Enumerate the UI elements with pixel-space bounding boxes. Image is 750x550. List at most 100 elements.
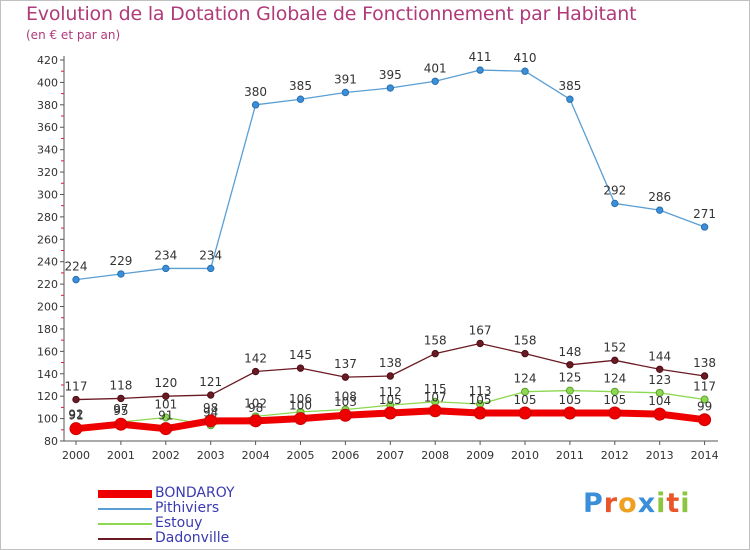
- data-point-bondaroy: [608, 406, 622, 420]
- y-tick-label: 180: [37, 323, 58, 336]
- x-tick-label: 2008: [421, 449, 449, 462]
- logo-letter: i: [680, 488, 691, 519]
- data-point-estouy: [521, 387, 529, 396]
- data-label-estouy: 97: [113, 402, 128, 416]
- data-point-dadonville: [296, 364, 305, 372]
- data-point-pithiviers: [207, 264, 215, 273]
- x-tick-label: 2001: [107, 449, 135, 462]
- data-point-bondaroy: [653, 407, 667, 421]
- legend-swatch-dadonville: [98, 538, 152, 540]
- data-label-bondaroy: 105: [558, 393, 581, 407]
- y-tick-label: 220: [37, 278, 58, 291]
- data-label-pithiviers: 286: [648, 190, 671, 204]
- data-point-bondaroy: [294, 412, 307, 426]
- data-point-bondaroy: [698, 413, 712, 427]
- data-label-estouy: 112: [379, 385, 402, 399]
- data-label-pithiviers: 391: [334, 72, 357, 86]
- data-label-estouy: 94: [203, 405, 218, 419]
- data-label-estouy: 101: [154, 397, 177, 411]
- data-label-dadonville: 117: [65, 380, 88, 394]
- data-label-pithiviers: 385: [558, 79, 581, 93]
- x-tick-label: 2010: [511, 449, 539, 462]
- y-tick-label: 380: [37, 99, 58, 112]
- y-tick-label: 160: [37, 345, 58, 358]
- x-tick-label: 2014: [691, 449, 719, 462]
- data-label-estouy: 123: [648, 373, 671, 387]
- data-point-bondaroy: [428, 404, 442, 418]
- data-point-bondaroy: [563, 406, 577, 420]
- data-label-dadonville: 145: [289, 348, 312, 362]
- data-label-pithiviers: 401: [424, 61, 447, 75]
- data-label-estouy: 106: [289, 392, 312, 406]
- logo-letter: i: [656, 488, 667, 519]
- logo-letter: P: [583, 488, 604, 519]
- data-point-bondaroy: [159, 422, 173, 436]
- data-label-dadonville: 148: [558, 345, 581, 359]
- y-tick-label: 340: [37, 144, 58, 157]
- data-point-dadonville: [162, 392, 170, 400]
- data-label-bondaroy: 105: [469, 393, 492, 407]
- data-point-dadonville: [207, 391, 215, 399]
- y-tick-label: 100: [37, 413, 58, 426]
- y-tick-label: 120: [37, 390, 58, 403]
- data-label-bondaroy: 105: [379, 393, 402, 407]
- y-tick-label: 140: [37, 368, 58, 381]
- data-label-dadonville: 138: [379, 356, 402, 370]
- chart-subtitle: (en € et par an): [26, 28, 121, 42]
- data-point-dadonville: [431, 349, 439, 358]
- data-label-estouy: 102: [244, 396, 267, 410]
- x-tick-label: 2004: [242, 449, 270, 462]
- data-label-pithiviers: 380: [244, 85, 267, 99]
- data-point-bondaroy: [114, 417, 128, 431]
- data-label-pithiviers: 229: [109, 254, 132, 268]
- data-point-estouy: [565, 386, 574, 395]
- data-point-dadonville: [251, 367, 260, 376]
- data-label-estouy: 125: [558, 371, 581, 385]
- data-point-pithiviers: [72, 275, 80, 284]
- data-point-estouy: [610, 387, 619, 396]
- y-tick-label: 300: [37, 188, 58, 201]
- data-label-bondaroy: 99: [697, 400, 712, 414]
- y-tick-label: 360: [37, 121, 58, 134]
- data-label-bondaroy: 105: [603, 393, 626, 407]
- data-label-bondaroy: 98: [248, 401, 263, 415]
- data-point-pithiviers: [656, 206, 664, 214]
- legend-label-estouy: Estouy: [155, 515, 203, 531]
- data-point-bondaroy: [69, 422, 83, 436]
- data-point-bondaroy: [249, 414, 263, 428]
- data-point-estouy: [161, 413, 170, 422]
- x-tick-label: 2011: [556, 449, 584, 462]
- data-point-estouy: [700, 395, 709, 404]
- data-label-estouy: 108: [334, 390, 357, 404]
- data-label-estouy: 115: [424, 382, 447, 396]
- data-point-dadonville: [656, 365, 664, 373]
- x-tick-label: 2003: [197, 449, 225, 462]
- data-point-pithiviers: [296, 95, 305, 103]
- data-point-pithiviers: [431, 77, 439, 85]
- data-point-pithiviers: [117, 270, 125, 278]
- data-label-estouy: 113: [469, 384, 492, 398]
- data-label-pithiviers: 410: [514, 51, 537, 65]
- data-label-dadonville: 144: [648, 349, 671, 363]
- data-label-bondaroy: 105: [514, 393, 537, 407]
- data-point-bondaroy: [338, 408, 352, 422]
- legend-swatch-pithiviers: [98, 508, 152, 510]
- data-point-estouy: [655, 388, 664, 397]
- data-label-dadonville: 158: [424, 334, 447, 348]
- chart-title: Evolution de la Dotation Globale de Fonc…: [26, 3, 637, 25]
- y-tick-label: 80: [44, 435, 58, 448]
- y-tick-label: 320: [37, 166, 58, 179]
- data-label-pithiviers: 234: [154, 248, 177, 262]
- data-label-dadonville: 121: [199, 375, 222, 389]
- data-point-dadonville: [700, 372, 709, 380]
- x-tick-label: 2009: [466, 449, 494, 462]
- legend-label-dadonville: Dadonville: [155, 530, 230, 546]
- x-tick-label: 2005: [287, 449, 315, 462]
- proxiti-logo: Proxiti: [583, 488, 691, 519]
- y-tick-label: 200: [37, 301, 58, 314]
- data-point-pithiviers: [162, 264, 170, 273]
- data-label-dadonville: 152: [603, 340, 626, 354]
- x-tick-label: 2007: [376, 449, 404, 462]
